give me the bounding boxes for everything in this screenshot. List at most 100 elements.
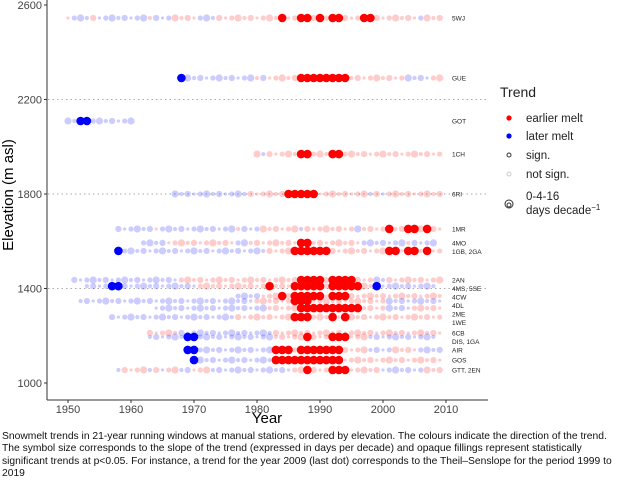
trend-dot xyxy=(267,240,273,246)
trend-dot xyxy=(159,330,166,336)
trend-dot xyxy=(229,191,235,197)
trend-dot xyxy=(242,191,247,197)
trend-dot xyxy=(355,347,361,353)
trend-dot xyxy=(185,240,190,246)
trend-dot xyxy=(165,276,172,284)
trend-dot xyxy=(303,332,312,342)
trend-dot xyxy=(361,240,367,246)
trend-dot xyxy=(254,298,260,304)
trend-dot xyxy=(334,275,344,285)
trend-dot xyxy=(159,239,166,247)
trend-dot xyxy=(228,276,235,284)
trend-dot xyxy=(355,191,361,197)
trend-dot xyxy=(303,303,312,313)
trend-dot xyxy=(197,334,203,340)
trend-dot xyxy=(221,247,230,255)
trend-dot xyxy=(159,305,166,311)
trend-dot xyxy=(240,239,248,247)
trend-dot xyxy=(381,348,385,352)
trend-dot xyxy=(418,15,424,21)
trend-dot xyxy=(229,314,234,320)
trend-dot xyxy=(236,306,241,311)
trend-dot xyxy=(290,355,300,365)
trend-dot xyxy=(284,189,293,199)
trend-dot xyxy=(312,299,316,303)
trend-dot xyxy=(387,241,391,245)
y-axis-title: Elevation (m asl) xyxy=(0,139,17,251)
trend-dot xyxy=(179,15,184,21)
trend-dot xyxy=(340,312,350,322)
trend-dot xyxy=(423,282,431,290)
trend-dot xyxy=(173,298,178,304)
trend-dot xyxy=(259,304,267,312)
trend-dot xyxy=(398,329,405,337)
trend-dot xyxy=(373,333,380,341)
station-label: 1GB, 2GA xyxy=(452,249,482,256)
trend-dot xyxy=(234,282,242,290)
trend-dot xyxy=(410,224,419,234)
trend-dot xyxy=(76,116,85,126)
trend-dot xyxy=(242,334,247,340)
trend-dot xyxy=(405,333,412,341)
trend-dot xyxy=(271,355,281,365)
x-tick-label: 2010 xyxy=(434,404,458,416)
trend-dot xyxy=(417,356,425,364)
trend-dot xyxy=(273,334,278,340)
station-label: 4MO xyxy=(452,240,466,247)
trend-dot xyxy=(242,15,247,21)
trend-dot xyxy=(91,299,95,303)
trend-dot xyxy=(83,297,90,305)
trend-dot xyxy=(387,314,392,320)
trend-dot xyxy=(328,345,337,355)
y-tick-label: 2600 xyxy=(18,0,42,12)
trend-dot xyxy=(373,276,381,284)
trend-dot xyxy=(422,246,432,256)
trend-dot xyxy=(154,306,158,310)
trend-dot xyxy=(400,249,404,253)
trend-dot xyxy=(274,152,278,156)
trend-dot xyxy=(337,315,341,319)
trend-dot xyxy=(235,240,241,246)
trend-dot xyxy=(438,306,442,310)
trend-dot xyxy=(146,329,153,337)
trend-dot xyxy=(158,247,167,255)
trend-dot xyxy=(173,226,178,232)
trend-dot xyxy=(309,189,319,199)
trend-dot xyxy=(274,249,278,253)
trend-dot xyxy=(418,314,423,320)
trend-dot xyxy=(229,347,235,353)
trend-dot xyxy=(128,226,134,232)
trend-dot xyxy=(348,298,355,304)
trend-dot xyxy=(103,283,109,289)
trend-dot xyxy=(279,314,285,320)
trend-dot xyxy=(328,332,337,342)
trend-dot xyxy=(423,333,431,341)
trend-dot xyxy=(116,315,120,319)
trend-dot xyxy=(403,224,413,234)
trend-dot xyxy=(121,14,128,22)
trend-dot xyxy=(361,293,367,299)
x-tick-label: 1960 xyxy=(119,404,143,416)
trend-dot xyxy=(191,298,197,304)
trend-dot xyxy=(248,293,253,299)
trend-dot xyxy=(197,74,204,82)
trend-dot xyxy=(405,190,412,198)
trend-dot xyxy=(385,304,393,312)
trend-dot xyxy=(190,247,198,255)
trend-dot xyxy=(417,304,425,312)
trend-dot xyxy=(260,74,267,82)
trend-dot xyxy=(121,366,128,374)
trend-dot xyxy=(140,282,148,290)
station-label: GUE xyxy=(452,76,467,83)
trend-dot xyxy=(398,225,405,233)
trend-dot xyxy=(392,190,400,198)
trend-dot xyxy=(399,367,404,373)
trend-dot xyxy=(315,355,325,365)
trend-dot xyxy=(399,347,404,353)
trend-dot xyxy=(368,249,372,253)
trend-dot xyxy=(309,275,319,285)
trend-dot xyxy=(89,276,97,284)
trend-dot xyxy=(418,367,424,373)
trend-dot xyxy=(296,149,306,159)
trend-dot xyxy=(247,366,254,374)
